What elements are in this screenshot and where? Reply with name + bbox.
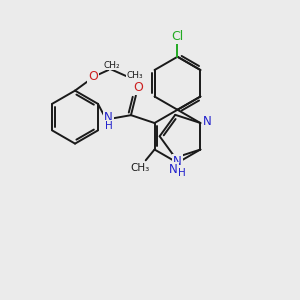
Text: O: O: [88, 70, 98, 83]
Text: N: N: [173, 155, 182, 168]
Text: N: N: [203, 115, 212, 128]
Text: Cl: Cl: [171, 30, 184, 43]
Text: CH₃: CH₃: [127, 71, 143, 80]
Text: N: N: [169, 163, 178, 176]
Text: H: H: [104, 121, 112, 131]
Text: CH₃: CH₃: [130, 163, 149, 173]
Text: O: O: [133, 81, 143, 94]
Text: CH₂: CH₂: [103, 61, 120, 70]
Text: H: H: [178, 168, 185, 178]
Text: N: N: [104, 111, 113, 124]
